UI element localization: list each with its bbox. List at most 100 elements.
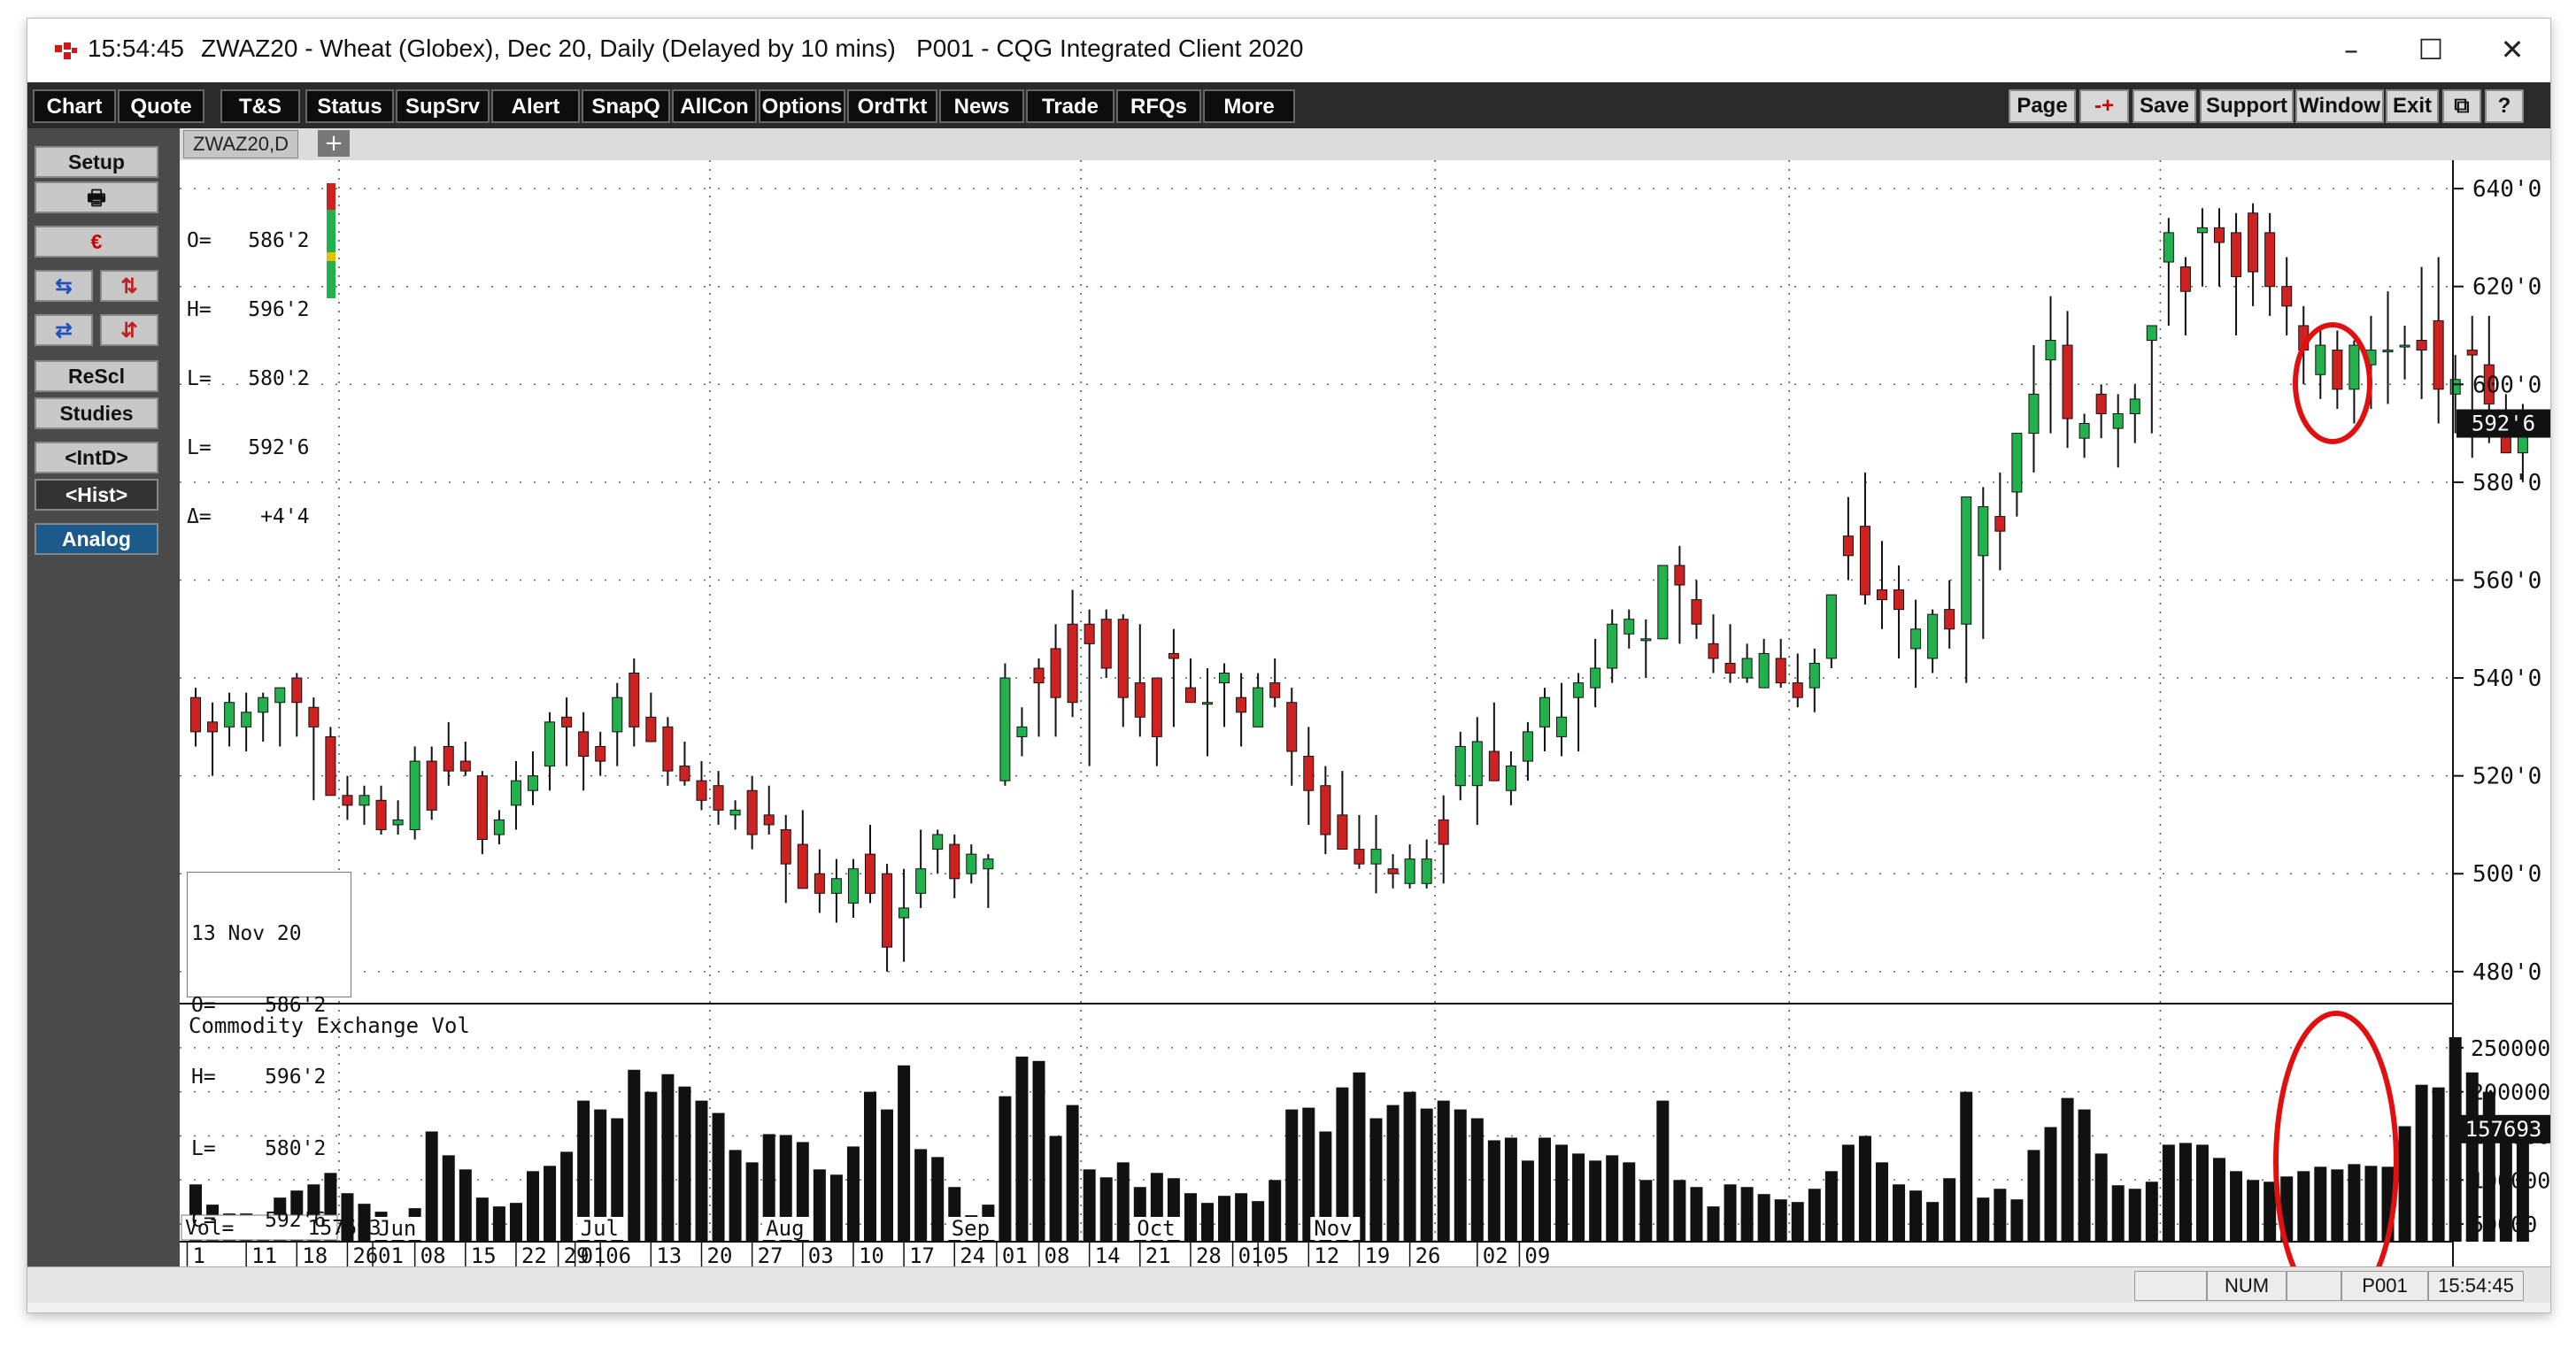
volume-bar [1707, 1206, 1720, 1242]
maximize-button[interactable]: ☐ [2418, 33, 2444, 66]
volume-bar [475, 1197, 489, 1242]
ohlc-high: H= 596'2 [187, 298, 310, 321]
toolbar-allcon-button[interactable]: AllCon [672, 89, 757, 123]
volume-bar [644, 1091, 658, 1242]
toolbar-chart-button[interactable]: Chart [33, 89, 116, 123]
close-button[interactable]: ✕ [2500, 33, 2525, 66]
candle-body [814, 873, 825, 894]
intraday-button[interactable]: <IntD> [35, 442, 158, 473]
day-tick-label: 18 [302, 1243, 328, 1266]
candle-body [1488, 750, 1500, 781]
minimize-button[interactable]: – [2344, 33, 2358, 66]
volume-bar [1437, 1100, 1450, 1242]
expand-horizontal-icon[interactable]: ⇄ [35, 314, 93, 346]
volume-bar [2499, 1127, 2512, 1242]
toolbar-status-button[interactable]: Status [305, 89, 394, 123]
candle-body [476, 775, 488, 841]
ohlc-readout-top: O= 586'2 H= 596'2 L= 580'2 L= 592'6 Δ= +… [187, 183, 309, 574]
tab-zwaz20[interactable]: ZWAZ20,D [183, 130, 298, 158]
restore-icon[interactable]: ⧉ [2442, 89, 2481, 123]
candle-body [2214, 227, 2225, 243]
candle-body [2466, 350, 2478, 356]
candle-body [2079, 423, 2090, 439]
help-icon[interactable]: ? [2485, 89, 2524, 123]
volume-bar [2061, 1097, 2074, 1242]
status-page: P001 [2341, 1271, 2428, 1301]
volume-bar [1252, 1201, 1265, 1242]
candle-body [1775, 658, 1786, 684]
status-bar: NUM P001 15:54:45 [27, 1266, 2550, 1303]
volume-bar [2247, 1180, 2260, 1242]
currency-icon[interactable]: € [35, 226, 158, 258]
toolbar-supsrv-button[interactable]: SupSrv [396, 89, 490, 123]
candle-body [1269, 682, 1281, 698]
candle-body [1505, 766, 1516, 791]
zoom-minus-plus-button[interactable]: -+ [2079, 89, 2129, 123]
swap-horizontal-icon[interactable]: ⇆ [35, 270, 93, 302]
day-tick-label: 08 [1045, 1243, 1070, 1266]
analog-button[interactable]: Analog [35, 523, 158, 555]
volume-bar [2213, 1158, 2225, 1242]
candle-body [2248, 212, 2259, 273]
day-tick-label: 29 [564, 1243, 590, 1266]
swap-vertical-icon[interactable]: ⇅ [100, 270, 158, 302]
price-chart[interactable]: 640'0 620'0 600'0 580'0 560'0 540'0 520'0 500'0… [180, 160, 2550, 1266]
rescale-button[interactable]: ReScl [35, 360, 158, 392]
month-label-bg [374, 1217, 425, 1240]
toolbar-options-button[interactable]: Options [759, 89, 845, 123]
candle-body [1708, 643, 1719, 659]
mini-bar-icon [327, 183, 335, 298]
candle-body [999, 677, 1011, 781]
toolbar-more-button[interactable]: More [1203, 89, 1295, 123]
candle-body [696, 780, 707, 801]
candle-body [1320, 785, 1331, 835]
candle-body [1927, 613, 1939, 659]
volume-bar [1893, 1184, 1906, 1242]
candle-body [1471, 741, 1483, 787]
candle-body [983, 858, 994, 870]
month-label-bg [1310, 1217, 1361, 1240]
info-low: L= 580'2 [191, 1137, 327, 1160]
candle-body [1286, 702, 1298, 752]
volume-bar [864, 1091, 876, 1242]
volume-bar [1099, 1177, 1113, 1242]
volume-tick-label: 200000 [2471, 1080, 2550, 1105]
candle-body [729, 809, 741, 816]
exit-button[interactable]: Exit [2386, 89, 2439, 123]
toolbar-tns-button[interactable]: T&S [220, 89, 300, 123]
page-button[interactable]: Page [2009, 89, 2076, 123]
setup-button[interactable]: Setup [35, 146, 158, 178]
candle-body [510, 780, 521, 806]
toolbar-news-button[interactable]: News [939, 89, 1024, 123]
expand-vertical-icon[interactable]: ⇵ [100, 314, 158, 346]
window-button[interactable]: Window [2295, 89, 2384, 123]
candle-body [2231, 232, 2242, 278]
toolbar-ordtkt-button[interactable]: OrdTkt [847, 89, 937, 123]
candle-body [1033, 667, 1045, 684]
volume-bar [1218, 1196, 1231, 1242]
toolbar-snapq-button[interactable]: SnapQ [582, 89, 670, 123]
candle-body [865, 853, 875, 894]
app-window: 15:54:45 ZWAZ20 - Wheat (Globex), Dec 20… [27, 18, 2551, 1313]
toolbar-rfqs-button[interactable]: RFQs [1116, 89, 1201, 123]
support-button[interactable]: Support [2200, 89, 2294, 123]
historical-button[interactable]: <Hist> [35, 479, 158, 511]
toolbar-alert-button[interactable]: Alert [491, 89, 580, 123]
toolbar-trade-button[interactable]: Trade [1026, 89, 1114, 123]
candle-body [679, 766, 690, 781]
candle-body [359, 795, 370, 806]
candle-body [746, 789, 758, 835]
volume-bar [846, 1146, 860, 1242]
volume-bar [1285, 1109, 1299, 1242]
studies-button[interactable]: Studies [35, 397, 158, 429]
add-tab-button[interactable]: + [318, 130, 350, 157]
candle-body [1724, 662, 1736, 674]
toolbar-quote-button[interactable]: Quote [118, 89, 204, 123]
candle-body [1219, 673, 1230, 684]
day-tick-label: 08 [420, 1243, 446, 1266]
save-button[interactable]: Save [2133, 89, 2196, 123]
day-tick-label: 22 [521, 1243, 547, 1266]
volume-bar [1994, 1189, 2007, 1242]
print-icon[interactable]: 🖶 [35, 181, 158, 213]
